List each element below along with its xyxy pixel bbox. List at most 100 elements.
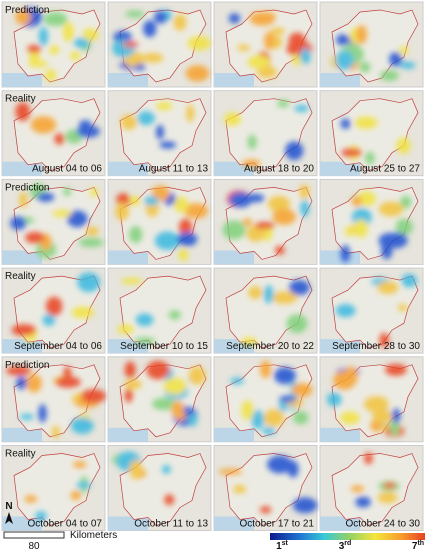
date-label: September 04 to 06: [14, 341, 102, 352]
heat-blob: [397, 303, 408, 312]
sea: [320, 339, 360, 354]
north-label: N: [5, 501, 12, 512]
heat-blob: [71, 417, 94, 435]
legend-label: 7th: [412, 540, 424, 550]
sea: [2, 427, 42, 442]
date-label: August 25 to 27: [350, 164, 420, 175]
scale-bar: [3, 531, 65, 539]
heat-blob: [241, 337, 258, 346]
heat-blob: [30, 116, 57, 134]
sea: [320, 161, 360, 176]
heat-blob: [51, 425, 60, 439]
map-panel: [107, 267, 212, 354]
heat-blob: [398, 46, 409, 55]
heat-blobs: [11, 272, 101, 342]
heat-blob: [124, 361, 136, 379]
map-panel: [319, 1, 424, 88]
heat-blob: [151, 397, 176, 411]
map-panel: [213, 90, 318, 177]
country-outline: [331, 275, 419, 349]
heat-blob: [270, 27, 286, 35]
date-label: August 11 to 13: [139, 164, 209, 175]
heat-blob: [357, 191, 376, 207]
heat-blob: [389, 52, 403, 67]
heat-blob: [11, 324, 37, 336]
heat-blob: [233, 484, 246, 494]
map-panel: [107, 356, 212, 443]
heat-blob: [185, 65, 210, 82]
north-arrow: [5, 512, 13, 524]
sea: [108, 161, 148, 176]
heat-blobs: [241, 279, 310, 346]
legend-label: 3rd: [339, 540, 352, 550]
heat-blob: [38, 404, 47, 423]
heat-blob: [89, 187, 99, 197]
heat-blob: [79, 120, 92, 130]
heat-blob: [115, 202, 129, 221]
heat-blob: [116, 193, 131, 207]
map-panel: [1, 1, 106, 88]
heat-blob: [372, 409, 392, 424]
heat-blob: [274, 245, 285, 255]
sea: [320, 427, 360, 442]
heat-blob: [384, 363, 407, 376]
heat-blob: [188, 366, 206, 385]
heat-blob: [42, 313, 56, 327]
date-label: September 10 to 15: [120, 341, 208, 352]
heat-blob: [187, 36, 212, 51]
heat-blob: [16, 376, 27, 390]
heat-blob: [144, 196, 159, 206]
heat-blob: [248, 286, 263, 300]
heat-blob: [188, 413, 198, 427]
heat-blob: [129, 195, 141, 206]
heat-blob: [247, 55, 270, 69]
heat-blob: [264, 31, 275, 51]
heat-blobs: [230, 360, 313, 435]
heat-blobs: [10, 183, 104, 259]
heat-blobs: [24, 461, 92, 522]
heat-blobs: [115, 185, 208, 262]
heat-blob: [340, 118, 351, 130]
row-label: Prediction: [5, 360, 49, 371]
map-panel: [319, 356, 424, 443]
row-label: Prediction: [5, 182, 49, 193]
heat-blob: [25, 231, 45, 244]
heat-blob: [146, 360, 170, 380]
heat-blob: [38, 26, 49, 46]
sea: [2, 161, 42, 176]
heat-blobs: [15, 102, 100, 145]
heat-blob: [271, 291, 298, 304]
heat-blob: [52, 209, 72, 218]
heat-blob: [335, 303, 356, 318]
heat-blobs: [330, 25, 416, 81]
heat-blobs: [6, 366, 106, 439]
sea: [320, 73, 360, 87]
heat-blob: [72, 461, 87, 469]
heat-blob: [35, 511, 47, 522]
heat-blobs: [223, 99, 309, 168]
heat-blob: [218, 468, 243, 475]
heat-blobs: [120, 101, 195, 149]
heat-blob: [19, 413, 35, 421]
heat-blobs: [112, 10, 212, 82]
heat-blob: [263, 285, 274, 304]
heat-blob: [259, 506, 272, 514]
heat-blob: [242, 218, 252, 227]
heat-blob: [400, 61, 416, 69]
map-panel: [319, 267, 424, 354]
row-label: Reality: [5, 94, 36, 105]
heat-blob: [335, 50, 354, 71]
heat-blob: [184, 203, 208, 219]
heat-blob: [241, 159, 261, 168]
heat-blob: [364, 151, 375, 165]
heat-blob: [49, 45, 60, 55]
map-panel: [1, 267, 106, 354]
heat-blob: [401, 273, 418, 288]
heat-blob: [71, 306, 94, 319]
map-panel: [213, 178, 318, 265]
heat-blob: [299, 184, 310, 200]
heat-blobs: [340, 191, 413, 263]
map-panel: [319, 90, 424, 177]
heat-blob: [274, 367, 296, 385]
heat-blob: [377, 492, 398, 504]
